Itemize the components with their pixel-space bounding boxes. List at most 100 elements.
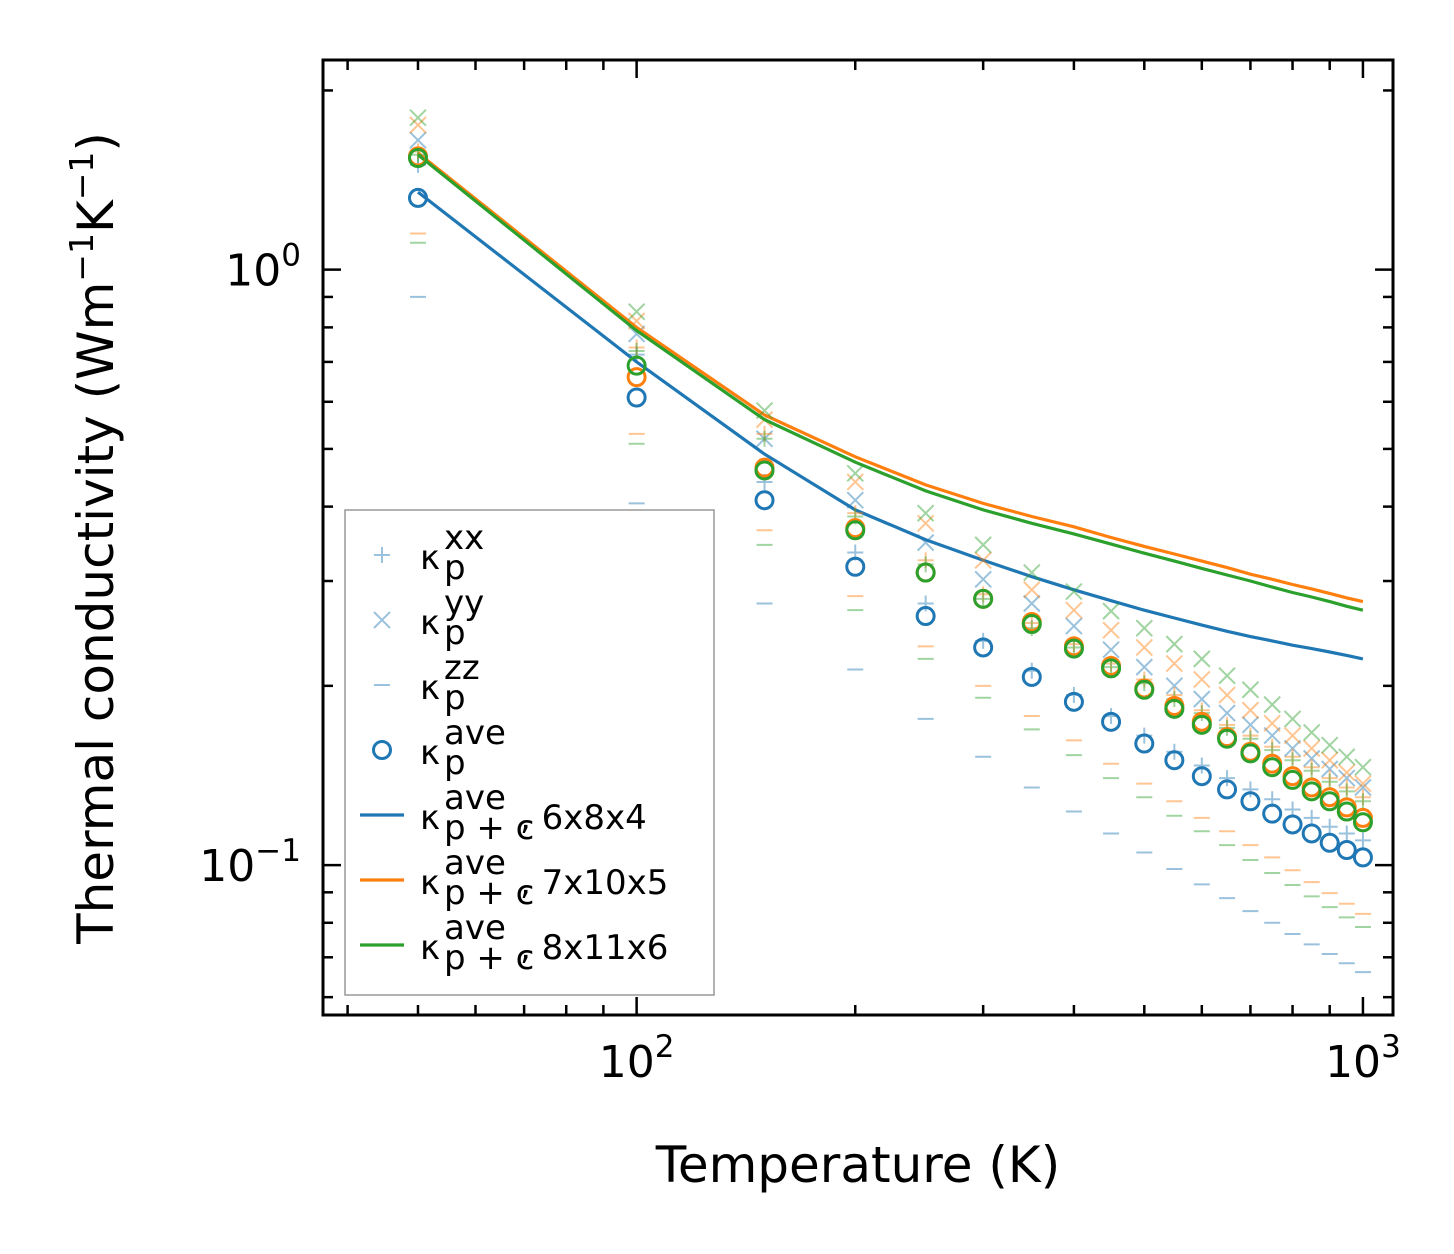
y-tick-label: 10−1 [199, 833, 301, 892]
kappa-yy-marker [1338, 763, 1356, 782]
legend-handle-circle [372, 740, 392, 760]
legend-label-suffix: , 7x10x5 [520, 863, 668, 903]
kappa-yy-marker [409, 108, 427, 127]
legend-label: κ [420, 928, 440, 968]
kappa-ave-marker [1191, 766, 1212, 787]
legend-label-sub: p [444, 678, 466, 718]
kappa-ave-marker [1217, 728, 1238, 749]
kappa-xx-marker [1338, 825, 1355, 842]
kappa-xx-marker [1354, 832, 1371, 849]
kappa-ave-marker [407, 187, 428, 208]
kappa-xx-marker [1338, 783, 1355, 800]
legend-handle-cross [373, 611, 391, 629]
y-tick-label: 100 [225, 238, 301, 297]
kappa-yy-marker [1338, 748, 1356, 766]
kappa-ave-marker [1101, 711, 1122, 732]
kappa-ave-marker [1063, 691, 1084, 712]
y-axis-label: Thermal conductivity (Wm−1K−1) [62, 132, 125, 945]
kappa-xx-marker [1103, 659, 1120, 676]
kappa-yy-marker [1193, 650, 1211, 668]
legend-label-sup: zz [444, 648, 480, 688]
kappa-ave-marker [915, 562, 936, 583]
kappa-yy-marker [1218, 666, 1236, 685]
kappa-ave-marker [1240, 791, 1261, 812]
legend-label-sup: xx [444, 518, 484, 558]
kappa-xx-marker [1065, 639, 1082, 656]
plot-frame [321, 58, 1395, 1017]
series-6x8x4 [409, 131, 1372, 974]
kappa-xx-marker [1321, 818, 1338, 835]
legend-box [344, 509, 715, 996]
kappa-ave-marker [1191, 714, 1212, 735]
kappa-ave-marker [1336, 801, 1357, 822]
legend-entry: κ zzp [374, 648, 480, 718]
kappa-xx-marker [917, 552, 934, 569]
kappa-ave-marker [915, 606, 936, 627]
kappa-xx-marker [1303, 809, 1320, 826]
kappa-yy-marker [1165, 654, 1184, 673]
kappa-xx-marker [1242, 781, 1259, 798]
kappa-yy-marker [627, 303, 646, 321]
kappa-ave-marker [1101, 658, 1122, 679]
kappa-ave-marker [1282, 769, 1303, 790]
kappa-ave-marker [1240, 743, 1261, 764]
kappa-xx-marker [1023, 615, 1040, 632]
kappa-xx-marker [1219, 770, 1236, 787]
kappa-ave-marker [626, 387, 647, 408]
kappa-yy-marker [846, 473, 864, 491]
legend-label-sub: p + c [444, 808, 534, 848]
kappa-yy-marker [1065, 582, 1083, 601]
x-tick-label: 102 [599, 1029, 675, 1088]
kappa-yy-marker [1102, 602, 1120, 620]
kappa-xx-marker [1303, 762, 1320, 779]
kappa-ave-marker [626, 355, 647, 376]
kappa-ave-marker [973, 637, 994, 658]
kappa-ave-marker [1301, 823, 1322, 844]
legend-label-suffix: , 6x8x4 [520, 798, 647, 838]
kappa-xx-marker [756, 425, 773, 442]
legend-label-sub: p [444, 613, 466, 653]
kappa-ave-marker [1217, 779, 1238, 800]
kappa-yy-marker [1320, 760, 1339, 778]
x-tick-label: 103 [1325, 1029, 1401, 1088]
kappa-yy-marker [1218, 704, 1236, 722]
legend-entry: κ xxp [374, 518, 484, 588]
series-layer [407, 108, 1373, 974]
legend-label-sub: p [444, 548, 466, 588]
kappa-ave-marker [845, 556, 866, 577]
legend-label: κ [420, 733, 440, 773]
kappa-xx-marker [1321, 773, 1338, 790]
kappa-yy-marker [1165, 635, 1184, 653]
kappa-yy-marker [1338, 769, 1356, 787]
kappa-yy-marker [1218, 686, 1236, 704]
kappa-yy-marker [974, 570, 992, 588]
legend-entry: κ yyp [373, 583, 484, 653]
legend-label-sup: ave [444, 843, 506, 883]
x-axis-label: Temperature (K) [655, 1136, 1060, 1194]
kappa-yy-marker [1135, 658, 1153, 676]
series-6x8x4-ave-points [407, 187, 1373, 868]
kappa-ave-marker [626, 367, 647, 388]
kappa-xx-marker [756, 430, 773, 447]
kappa-yy-marker [1241, 716, 1260, 734]
kappa-yy-marker [916, 504, 935, 522]
kappa-yy-marker [1302, 749, 1321, 768]
kappa-xx-marker [1264, 738, 1281, 755]
kappa-ave-marker [1262, 757, 1283, 778]
kappa-yy-marker [1283, 726, 1302, 745]
kappa-pc-ave-line [417, 190, 1364, 661]
kappa-ave-marker [1352, 847, 1373, 868]
kappa-yy-marker [409, 116, 427, 134]
legend-label: κ [420, 798, 440, 838]
kappa-xx-marker [1303, 759, 1320, 776]
kappa-xx-marker [1354, 793, 1371, 810]
kappa-yy-marker [1354, 774, 1372, 793]
kappa-pc-ave-line [417, 151, 1364, 604]
kappa-yy-marker [1263, 726, 1281, 745]
kappa-yy-marker [1023, 594, 1041, 613]
kappa-ave-marker [1164, 750, 1185, 771]
